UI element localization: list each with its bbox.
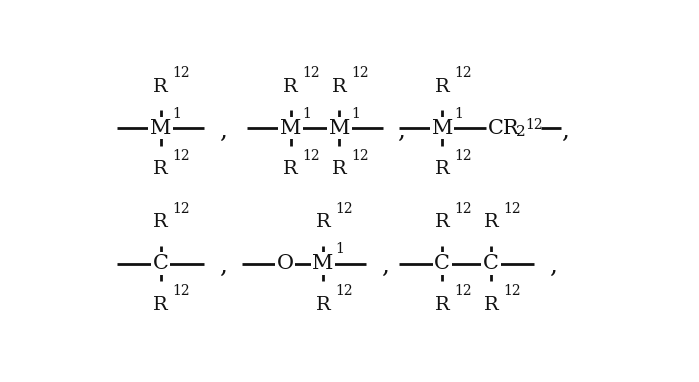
Text: M: M (329, 119, 350, 138)
Text: R: R (153, 78, 168, 96)
Text: 1: 1 (173, 107, 181, 121)
Text: 12: 12 (173, 149, 190, 163)
Text: CR: CR (488, 119, 520, 138)
Text: C: C (152, 254, 168, 273)
Text: C: C (483, 254, 499, 273)
Text: 12: 12 (454, 149, 472, 163)
Text: R: R (153, 296, 168, 314)
Text: R: R (332, 78, 347, 96)
Text: R: R (316, 296, 331, 314)
Text: M: M (312, 254, 333, 273)
Text: 12: 12 (173, 202, 190, 216)
Text: 12: 12 (503, 284, 521, 298)
Text: 12: 12 (503, 202, 521, 216)
Text: 12: 12 (173, 66, 190, 80)
Text: 12: 12 (351, 149, 369, 163)
Text: ,: , (398, 120, 405, 142)
Text: 12: 12 (303, 149, 320, 163)
Text: 12: 12 (525, 118, 542, 132)
Text: 12: 12 (335, 284, 352, 298)
Text: R: R (484, 296, 498, 314)
Text: C: C (434, 254, 450, 273)
Text: 12: 12 (173, 284, 190, 298)
Text: ,: , (219, 120, 226, 142)
Text: M: M (280, 119, 301, 138)
Text: R: R (332, 160, 347, 178)
Text: R: R (316, 213, 331, 231)
Text: ,: , (219, 255, 226, 278)
Text: R: R (484, 213, 498, 231)
Text: 12: 12 (303, 66, 320, 80)
Text: 12: 12 (454, 284, 472, 298)
Text: R: R (283, 160, 298, 178)
Text: 1: 1 (454, 107, 463, 121)
Text: ,: , (561, 120, 569, 142)
Text: M: M (431, 119, 453, 138)
Text: R: R (153, 160, 168, 178)
Text: R: R (435, 160, 449, 178)
Text: ,: , (382, 255, 389, 278)
Text: 12: 12 (454, 202, 472, 216)
Text: O: O (277, 254, 294, 273)
Text: ,: , (549, 255, 557, 278)
Text: R: R (435, 213, 449, 231)
Text: R: R (283, 78, 298, 96)
Text: 1: 1 (335, 242, 344, 256)
Text: 12: 12 (335, 202, 352, 216)
Text: 12: 12 (454, 66, 472, 80)
Text: 1: 1 (351, 107, 360, 121)
Text: M: M (150, 119, 171, 138)
Text: R: R (435, 296, 449, 314)
Text: R: R (153, 213, 168, 231)
Text: 1: 1 (303, 107, 311, 121)
Text: 2: 2 (517, 125, 526, 139)
Text: R: R (435, 78, 449, 96)
Text: 12: 12 (351, 66, 369, 80)
